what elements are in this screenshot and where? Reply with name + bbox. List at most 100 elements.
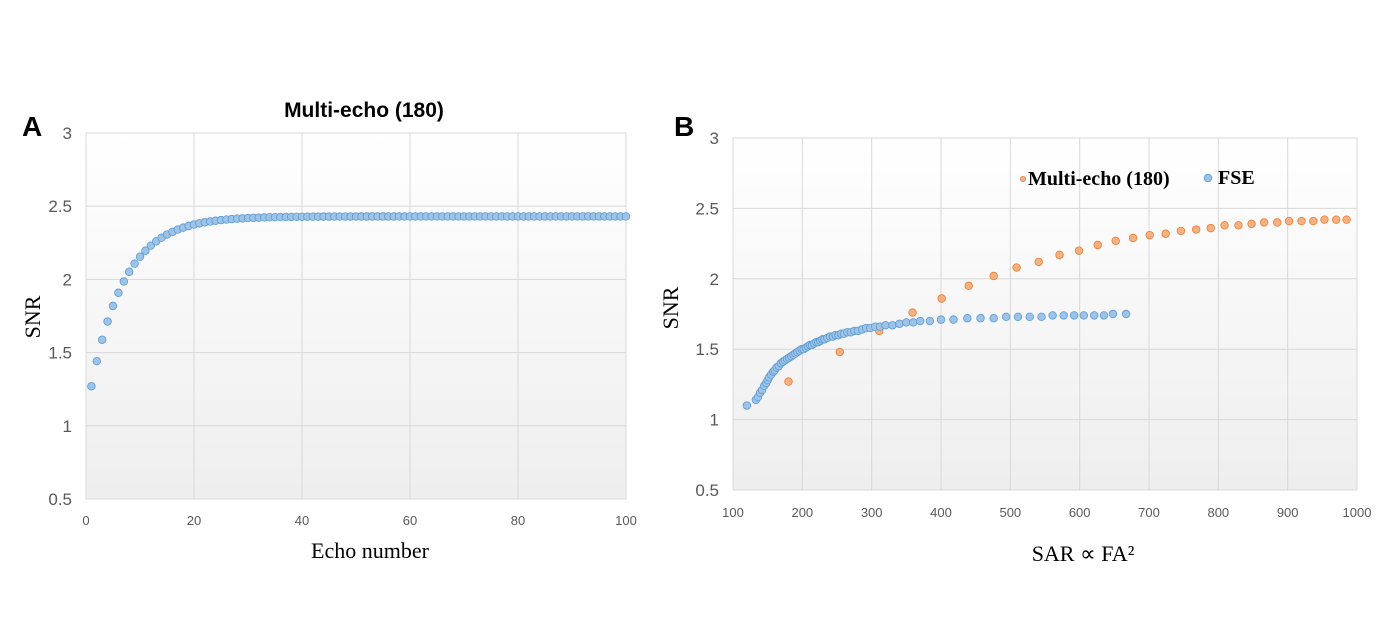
- data-point: [963, 314, 972, 323]
- data-point: [989, 314, 998, 323]
- panel-a: A Multi-echo (180) 0.5 1 1.5 2 2.5 3 0 20 40 60 80…: [20, 99, 637, 563]
- data-point: [1309, 216, 1318, 226]
- y-tick-label-b: 1: [710, 411, 719, 430]
- data-point: [119, 277, 128, 286]
- data-point: [1090, 311, 1099, 320]
- plot-frame-a: [85, 132, 627, 500]
- x-tick-label-b: 400: [930, 505, 952, 520]
- data-point: [1012, 263, 1021, 272]
- panel-letter-b: B: [674, 111, 694, 142]
- x-tick-label-a: 40: [295, 513, 309, 528]
- data-point: [1247, 219, 1256, 229]
- plot-area-a: 0.5 1 1.5 2 2.5 3 0 20 40 60 80 100: [48, 124, 636, 528]
- data-point: [1069, 311, 1079, 320]
- data-point: [1037, 312, 1046, 322]
- x-tick-label-b: 500: [999, 505, 1021, 520]
- data-point: [114, 288, 123, 297]
- data-point: [1128, 233, 1138, 243]
- x-axis-label-a: Echo number: [311, 538, 430, 563]
- data-point: [1108, 309, 1118, 319]
- data-point: [1034, 257, 1043, 267]
- x-tick-label-b: 300: [861, 505, 883, 520]
- data-point: [1093, 240, 1102, 250]
- data-point: [1121, 309, 1131, 319]
- data-point: [888, 321, 897, 330]
- data-point: [925, 316, 935, 326]
- data-point: [1145, 230, 1154, 240]
- data-point: [1191, 225, 1201, 234]
- legend-marker-multi-echo: [1020, 175, 1027, 182]
- x-tick-label-a: 60: [403, 513, 417, 528]
- data-point: [742, 401, 752, 410]
- data-point: [1099, 311, 1109, 320]
- plot-background-b: [733, 138, 1357, 490]
- data-point: [937, 294, 946, 303]
- panel-letter-a: A: [22, 111, 42, 142]
- data-point: [1234, 221, 1243, 230]
- y-tick-label-a: 2: [63, 270, 72, 289]
- x-tick-label-a: 80: [511, 513, 525, 528]
- x-tick-label-b: 600: [1069, 505, 1091, 520]
- y-axis-label-b: SNR: [658, 286, 683, 329]
- y-tick-label-a: 1: [63, 417, 72, 436]
- plot-background-a: [86, 133, 626, 499]
- y-tick-label-a: 3: [63, 124, 72, 143]
- data-point: [124, 267, 134, 277]
- data-point: [936, 315, 946, 324]
- data-point: [103, 317, 112, 326]
- legend-label-multi-echo: Multi-echo (180): [1028, 168, 1170, 190]
- x-tick-label-a: 100: [615, 513, 637, 528]
- data-point: [1220, 221, 1229, 230]
- plot-area-b: 0.5 1 1.5 2 2.5 3 100 200 300 400 500 600 700 800 900 1…: [695, 129, 1371, 520]
- chart-title-a: Multi-echo (180): [284, 99, 444, 122]
- data-point: [1059, 311, 1068, 320]
- data-point: [1001, 312, 1011, 322]
- x-tick-label-b: 700: [1138, 505, 1160, 520]
- x-tick-label-b: 900: [1277, 505, 1299, 520]
- y-tick-label-a: 0.5: [48, 490, 72, 509]
- data-point: [1055, 250, 1064, 260]
- data-point: [1079, 311, 1089, 320]
- data-point: [835, 347, 844, 357]
- y-tick-label-a: 1.5: [48, 344, 72, 363]
- data-point: [895, 319, 904, 329]
- data-point: [1331, 215, 1341, 224]
- data-point: [1320, 215, 1329, 224]
- legend-label-fse: FSE: [1218, 167, 1255, 189]
- data-point: [1206, 223, 1215, 233]
- data-point: [1161, 229, 1170, 238]
- data-point: [97, 335, 107, 344]
- y-tick-label-b: 2: [710, 270, 719, 289]
- x-tick-label-a: 20: [187, 513, 201, 528]
- data-point: [141, 246, 150, 255]
- data-point: [1013, 312, 1023, 322]
- y-tick-label-b: 0.5: [695, 481, 719, 500]
- data-point: [916, 316, 925, 326]
- data-point: [989, 271, 998, 281]
- plot-frame-b: [732, 137, 1358, 491]
- data-point: [1025, 312, 1034, 322]
- x-tick-label-b: 800: [1207, 505, 1229, 520]
- data-point: [130, 259, 139, 268]
- data-point: [621, 212, 631, 221]
- series-multi-echo-180-a: [87, 212, 631, 391]
- data-point: [1074, 246, 1084, 255]
- data-point: [881, 321, 890, 330]
- x-tick-label-a: 0: [82, 513, 89, 528]
- data-point: [1342, 215, 1351, 224]
- y-axis-label-a: SNR: [20, 295, 45, 338]
- panel-b: B 0.5 1 1.5 2 2.5 3 100 200 300 400 500 600 700 800 90…: [658, 111, 1371, 566]
- data-point: [1297, 216, 1306, 226]
- y-tick-label-b: 1.5: [695, 340, 719, 359]
- data-point: [1273, 218, 1282, 227]
- legend-marker-fse: [1203, 173, 1213, 183]
- data-point: [902, 318, 911, 327]
- data-point: [976, 314, 985, 323]
- data-point: [964, 281, 973, 291]
- y-tick-label-b: 3: [710, 129, 719, 148]
- x-tick-label-b: 200: [791, 505, 813, 520]
- data-point: [909, 318, 918, 327]
- series-fse-b: [742, 309, 1131, 410]
- series-multi-echo-180-b: [784, 215, 1351, 386]
